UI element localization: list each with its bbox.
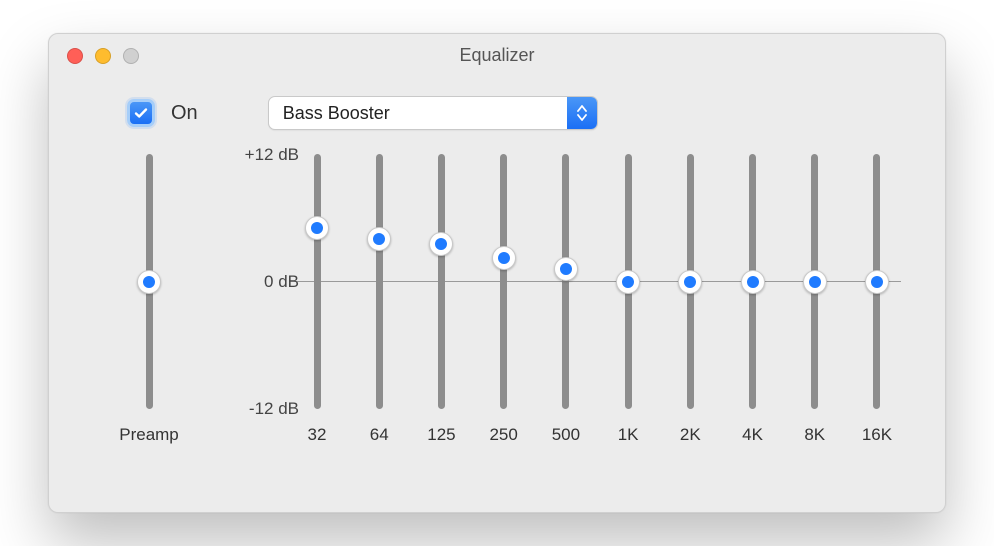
db-mid-label: 0 dB [264, 272, 299, 292]
slider-thumb[interactable] [741, 270, 765, 294]
traffic-lights [49, 48, 139, 64]
band-label-64: 64 [361, 425, 397, 445]
band-column-8K: 8K [797, 154, 833, 445]
db-min-label: -12 dB [249, 399, 299, 419]
minimize-button[interactable] [95, 48, 111, 64]
slider-track [500, 154, 507, 409]
preamp-column: Preamp [89, 154, 209, 445]
db-max-label: +12 dB [245, 145, 299, 165]
equalizer-window: Equalizer On Bass Booster Preamp +12 dB … [48, 33, 946, 513]
band-label-8K: 8K [797, 425, 833, 445]
band-slider-500[interactable] [562, 154, 569, 409]
band-slider-32[interactable] [314, 154, 321, 409]
eq-area: Preamp +12 dB 0 dB -12 dB 32 64 125 250 500 1… [49, 154, 945, 445]
controls-row: On Bass Booster [49, 78, 945, 130]
band-label-500: 500 [548, 425, 584, 445]
slider-track [376, 154, 383, 409]
band-column-500: 500 [548, 154, 584, 445]
preset-selected-label: Bass Booster [269, 97, 567, 129]
eq-on-label: On [171, 102, 198, 125]
preamp-slider[interactable] [146, 154, 153, 409]
slider-thumb[interactable] [492, 246, 516, 270]
preamp-label: Preamp [119, 425, 179, 445]
window-title: Equalizer [49, 45, 945, 66]
band-slider-125[interactable] [438, 154, 445, 409]
band-slider-16K[interactable] [873, 154, 880, 409]
band-slider-8K[interactable] [811, 154, 818, 409]
slider-thumb[interactable] [865, 270, 889, 294]
band-column-4K: 4K [735, 154, 771, 445]
band-label-4K: 4K [735, 425, 771, 445]
band-label-32: 32 [299, 425, 335, 445]
band-column-2K: 2K [672, 154, 708, 445]
band-label-16K: 16K [859, 425, 895, 445]
slider-thumb[interactable] [554, 257, 578, 281]
close-button[interactable] [67, 48, 83, 64]
slider-thumb[interactable] [367, 227, 391, 251]
slider-thumb[interactable] [616, 270, 640, 294]
band-slider-1K[interactable] [625, 154, 632, 409]
slider-track [438, 154, 445, 409]
band-column-125: 125 [423, 154, 459, 445]
band-label-125: 125 [423, 425, 459, 445]
slider-thumb[interactable] [305, 216, 329, 240]
band-column-64: 64 [361, 154, 397, 445]
slider-track [314, 154, 321, 409]
slider-thumb[interactable] [429, 232, 453, 256]
db-scale: +12 dB 0 dB -12 dB [209, 154, 299, 409]
titlebar: Equalizer [49, 34, 945, 78]
slider-thumb[interactable] [137, 270, 161, 294]
bands-container: 32 64 125 250 500 1K 2K 4K 8K 16K [299, 154, 905, 445]
band-slider-4K[interactable] [749, 154, 756, 409]
eq-on-checkbox[interactable] [127, 99, 155, 127]
slider-track [562, 154, 569, 409]
slider-thumb[interactable] [803, 270, 827, 294]
band-slider-64[interactable] [376, 154, 383, 409]
band-slider-2K[interactable] [687, 154, 694, 409]
checkmark-icon [133, 105, 149, 121]
band-column-16K: 16K [859, 154, 895, 445]
band-column-32: 32 [299, 154, 335, 445]
band-slider-250[interactable] [500, 154, 507, 409]
band-column-1K: 1K [610, 154, 646, 445]
band-label-250: 250 [486, 425, 522, 445]
slider-thumb[interactable] [678, 270, 702, 294]
band-label-2K: 2K [672, 425, 708, 445]
zoom-button[interactable] [123, 48, 139, 64]
band-column-250: 250 [486, 154, 522, 445]
preset-dropdown[interactable]: Bass Booster [268, 96, 598, 130]
band-label-1K: 1K [610, 425, 646, 445]
dropdown-arrows-icon [567, 97, 597, 129]
